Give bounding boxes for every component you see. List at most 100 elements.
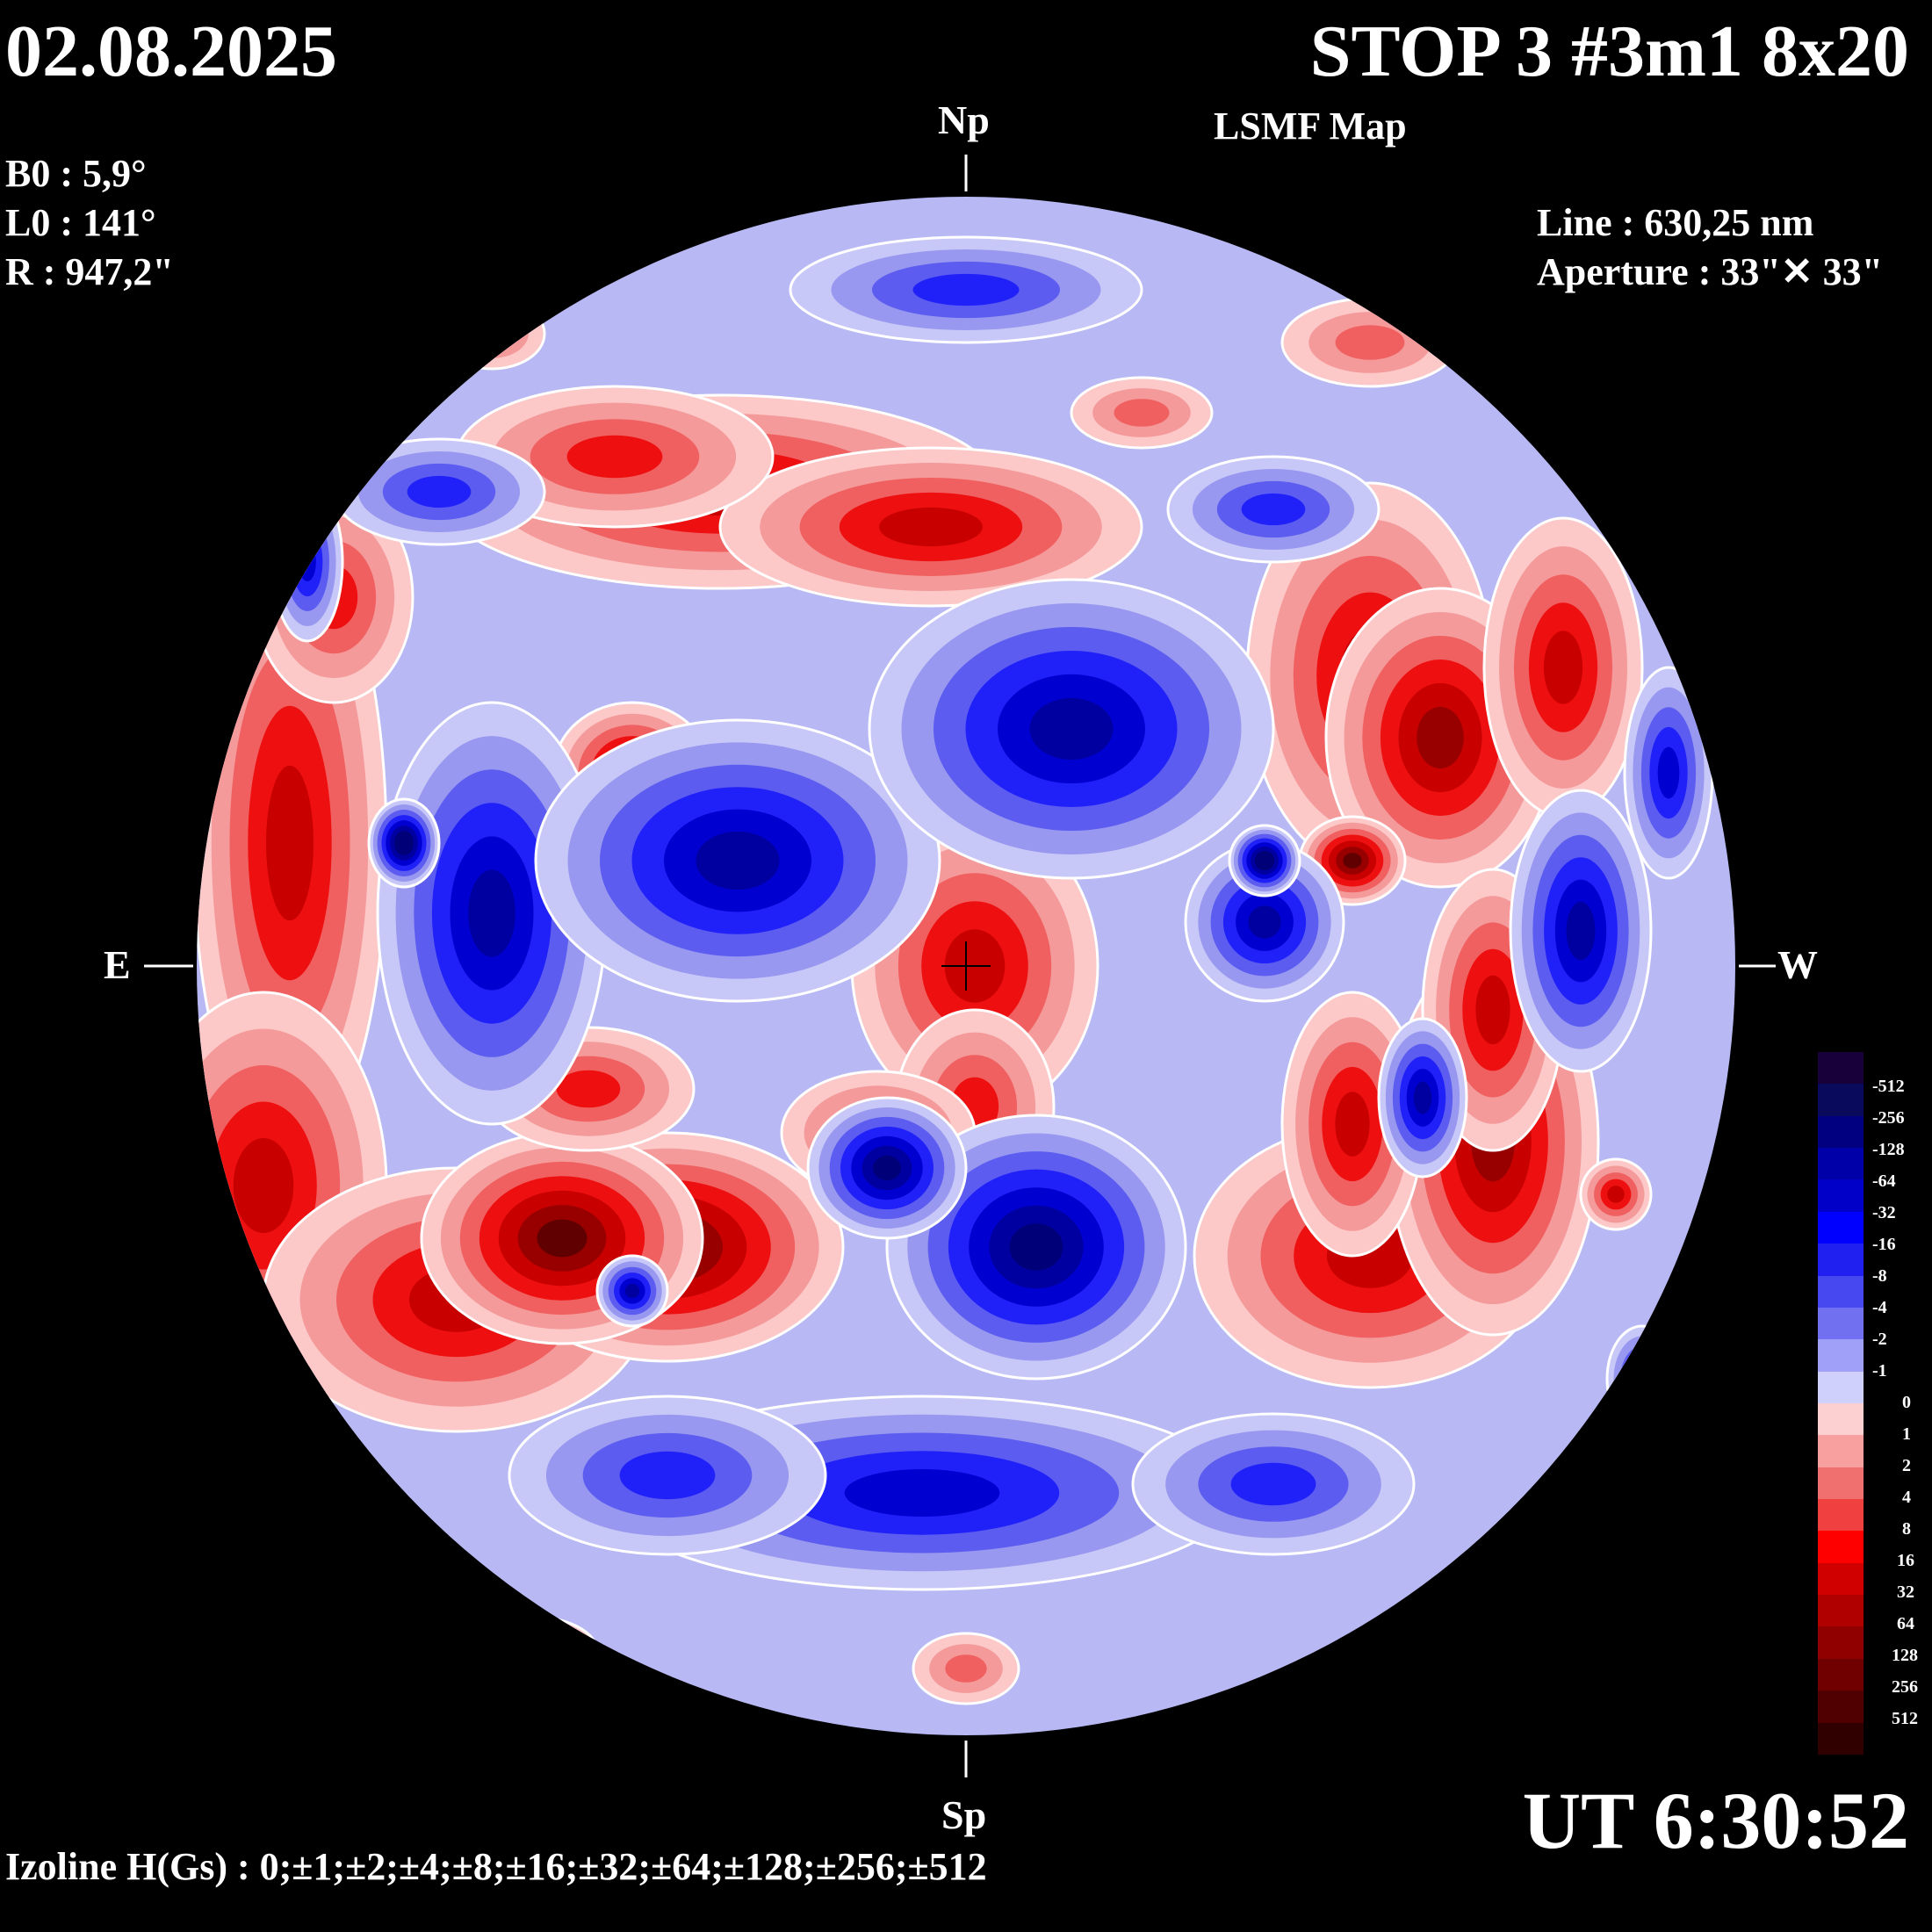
negative-field-contour xyxy=(468,869,515,957)
l0-value: L0 : 141° xyxy=(5,201,156,244)
color-scale-label: -128 xyxy=(1872,1140,1905,1159)
positive-field-contour xyxy=(437,297,546,371)
magnetic-field-contours xyxy=(197,235,1714,1705)
b0-value: B0 : 5,9° xyxy=(5,152,147,195)
color-scale-label: 512 xyxy=(1892,1709,1918,1728)
color-scale-swatch xyxy=(1818,1626,1864,1659)
positive-field-contour xyxy=(1607,1186,1625,1203)
negative-field-contour xyxy=(393,831,415,855)
negative-field-contour xyxy=(1626,1356,1658,1402)
line-wavelength: Line : 630,25 nm xyxy=(1537,201,1814,244)
color-scale-swatch xyxy=(1818,1690,1864,1723)
color-scale-label: 8 xyxy=(1902,1519,1911,1539)
positive-field-contour xyxy=(471,320,513,348)
color-scale-label: 64 xyxy=(1897,1614,1914,1633)
negative-field-contour xyxy=(292,527,323,597)
aperture-size: Aperture : 33"✕ 33" xyxy=(1537,250,1884,293)
color-scale-label: -2 xyxy=(1872,1330,1887,1349)
negative-field-contour xyxy=(1620,1345,1664,1412)
positive-field-contour xyxy=(455,1614,599,1688)
negative-field-contour xyxy=(1605,1324,1679,1433)
color-scale-swatch xyxy=(1818,1658,1864,1691)
map-subtitle: LSMF Map xyxy=(1214,105,1407,148)
negative-field-contour xyxy=(1009,1223,1063,1271)
negative-field-contour xyxy=(624,1283,640,1299)
negative-field-contour xyxy=(1657,746,1680,799)
negative-field-contour xyxy=(619,1451,716,1500)
negative-field-contour xyxy=(912,273,1020,306)
negative-field-contour xyxy=(1230,1462,1316,1506)
color-scale-swatch xyxy=(1818,1435,1864,1467)
positive-field-contour xyxy=(879,507,983,547)
positive-field-contour xyxy=(1335,325,1405,360)
positive-field-contour xyxy=(262,320,318,348)
color-scale-bar xyxy=(1818,1052,1864,1755)
color-scale-label: -64 xyxy=(1872,1171,1896,1191)
positive-field-contour xyxy=(266,765,314,921)
color-scale-swatch xyxy=(1818,1499,1864,1532)
negative-field-contour xyxy=(1029,697,1114,761)
negative-field-contour xyxy=(1613,1336,1671,1422)
west-label: W xyxy=(1777,942,1818,987)
color-scale-label: -512 xyxy=(1872,1077,1905,1096)
negative-field-contour xyxy=(1633,1366,1651,1392)
positive-field-contour xyxy=(1417,706,1464,769)
color-scale-swatch xyxy=(1818,1371,1864,1403)
positive-field-contour xyxy=(218,297,362,371)
negative-field-contour xyxy=(696,832,780,890)
positive-field-contour xyxy=(1543,631,1583,704)
color-scale-swatch xyxy=(1818,1339,1864,1372)
color-scale-swatch xyxy=(1818,1562,1864,1596)
positive-field-contour xyxy=(537,1219,588,1258)
north-pole-label: Np xyxy=(938,97,990,142)
color-scale-swatch xyxy=(1818,1115,1864,1149)
positive-field-contour xyxy=(233,1138,294,1233)
negative-field-contour xyxy=(1413,1081,1432,1114)
negative-field-contour xyxy=(873,1155,901,1181)
color-scale-swatch xyxy=(1818,1052,1864,1085)
positive-field-contour xyxy=(1343,853,1362,869)
color-scale-label: 16 xyxy=(1897,1551,1914,1570)
color-scale-swatch xyxy=(1818,1084,1864,1116)
negative-field-contour xyxy=(407,475,472,508)
color-scale-label: 32 xyxy=(1897,1582,1914,1602)
positive-field-contour xyxy=(455,309,529,358)
color-scale-swatch xyxy=(1818,1307,1864,1340)
color-scale-swatch xyxy=(1818,1244,1864,1276)
negative-field-contour xyxy=(1254,850,1275,871)
positive-field-contour xyxy=(478,1626,576,1676)
color-scale-swatch xyxy=(1818,1467,1864,1500)
negative-field-contour xyxy=(844,1469,1000,1517)
color-scale-label: 0 xyxy=(1902,1393,1911,1412)
negative-field-contour xyxy=(285,513,329,611)
radius-value: R : 947,2" xyxy=(5,250,174,293)
color-scale-swatch xyxy=(1818,1179,1864,1212)
color-scale-label: -8 xyxy=(1872,1266,1887,1286)
color-scale-swatch xyxy=(1818,1275,1864,1308)
negative-field-contour xyxy=(1566,902,1596,960)
color-scale-swatch xyxy=(1818,1148,1864,1180)
positive-field-contour xyxy=(1114,399,1170,427)
positive-field-contour xyxy=(1475,975,1510,1045)
color-scale-label: -16 xyxy=(1872,1235,1896,1254)
color-scale-swatch xyxy=(1818,1722,1864,1755)
color-scale-label: 2 xyxy=(1902,1456,1911,1475)
south-pole-label: Sp xyxy=(941,1792,987,1837)
color-scale-swatch xyxy=(1818,1531,1864,1563)
positive-field-contour xyxy=(499,1637,555,1665)
color-scale-label: -1 xyxy=(1872,1361,1887,1381)
color-scale-swatch xyxy=(1818,1595,1864,1627)
positive-field-contour xyxy=(945,1654,987,1683)
positive-field-contour xyxy=(566,435,663,479)
color-scale-label: -256 xyxy=(1872,1108,1905,1128)
color-scale-label: 1 xyxy=(1902,1424,1911,1444)
negative-field-contour xyxy=(299,542,316,582)
map-title: STOP 3 #3m1 8x20 xyxy=(1309,11,1909,92)
color-scale-swatch xyxy=(1818,1211,1864,1244)
color-scale-label: -4 xyxy=(1872,1298,1887,1317)
color-scale-label: 4 xyxy=(1902,1488,1911,1507)
color-scale-label: 256 xyxy=(1892,1677,1918,1697)
negative-field-contour xyxy=(1241,493,1306,526)
color-scale-swatch xyxy=(1818,1402,1864,1436)
